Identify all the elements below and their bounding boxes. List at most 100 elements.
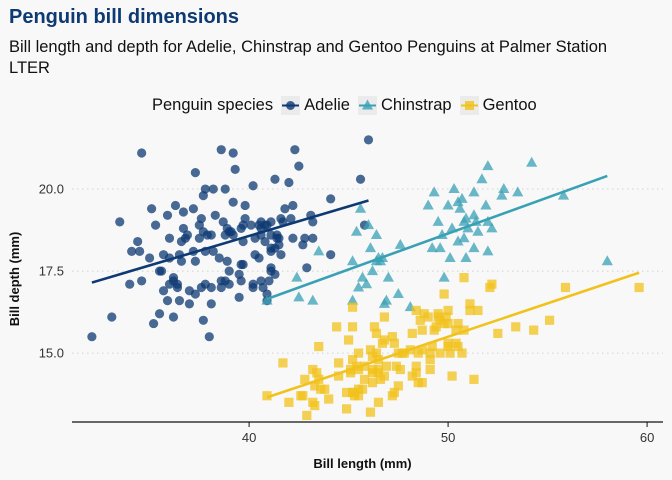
point-chinstrap [456, 192, 468, 203]
point-gentoo [544, 315, 555, 325]
point-gentoo [439, 289, 449, 299]
point-adelie [182, 230, 193, 240]
point-gentoo [425, 364, 435, 375]
point-gentoo [334, 358, 344, 368]
x-tick-label: 60 [640, 430, 654, 445]
point-adelie [355, 174, 366, 184]
point-chinstrap [438, 271, 450, 282]
point-chinstrap [261, 294, 273, 305]
point-gentoo [407, 328, 417, 339]
point-gentoo [441, 312, 451, 322]
point-chinstrap [366, 265, 379, 276]
point-chinstrap [354, 202, 367, 213]
point-gentoo [332, 322, 342, 332]
point-chinstrap [350, 225, 363, 236]
point-gentoo [387, 332, 397, 342]
point-gentoo [560, 282, 571, 293]
point-chinstrap [557, 189, 570, 200]
point-gentoo [353, 348, 364, 358]
point-chinstrap [352, 281, 365, 292]
point-gentoo [453, 341, 463, 352]
point-adelie [156, 266, 167, 276]
point-adelie [270, 269, 280, 279]
point-adelie [274, 240, 284, 250]
legend-title: Penguin species [152, 95, 274, 114]
point-gentoo [300, 374, 310, 384]
point-chinstrap [394, 238, 406, 249]
point-gentoo [365, 345, 376, 355]
point-gentoo [451, 325, 461, 335]
point-adelie [288, 233, 298, 243]
point-chinstrap [480, 199, 492, 210]
point-adelie [148, 318, 159, 329]
point-chinstrap [426, 242, 438, 253]
point-chinstrap [434, 242, 446, 253]
point-chinstrap [442, 199, 454, 210]
point-chinstrap [307, 294, 319, 305]
point-adelie [162, 296, 173, 306]
point-adelie [214, 253, 224, 263]
point-chinstrap [382, 271, 394, 282]
point-chinstrap [346, 294, 359, 305]
point-adelie [190, 256, 200, 266]
x-tick-label: 50 [441, 430, 455, 445]
legend-key-gentoo [459, 95, 479, 115]
point-gentoo [425, 348, 435, 358]
point-gentoo [347, 322, 358, 332]
legend-label-gentoo: Gentoo [482, 95, 537, 114]
point-gentoo [320, 384, 330, 394]
point-chinstrap [380, 294, 393, 305]
point-gentoo [343, 335, 354, 345]
point-gentoo [353, 391, 364, 401]
point-adelie [274, 233, 284, 243]
point-gentoo [379, 335, 390, 345]
point-gentoo [511, 322, 521, 332]
point-adelie [210, 210, 220, 220]
legend-label-adelie: Adelie [304, 95, 350, 114]
point-gentoo [399, 348, 409, 358]
x-tick-label: 40 [242, 430, 256, 445]
point-adelie [208, 184, 218, 194]
point-adelie [168, 312, 179, 322]
point-adelie [198, 315, 208, 325]
point-adelie [294, 161, 304, 171]
point-chinstrap [468, 186, 480, 197]
point-adelie [302, 263, 312, 273]
point-adelie [206, 282, 216, 293]
point-adelie [230, 164, 240, 174]
point-gentoo [359, 374, 370, 384]
point-adelie [115, 217, 125, 227]
point-chinstrap [356, 271, 369, 282]
point-chinstrap [458, 232, 470, 243]
point-gentoo [431, 322, 441, 332]
point-gentoo [423, 312, 433, 322]
point-chinstrap [496, 189, 508, 200]
legend-label-chinstrap: Chinstrap [380, 95, 452, 114]
point-gentoo [393, 381, 403, 391]
point-adelie [300, 233, 310, 243]
point-gentoo [469, 374, 479, 384]
point-chinstrap [482, 245, 494, 256]
legend-key-chinstrap [357, 95, 377, 115]
point-gentoo [284, 397, 294, 407]
point-adelie [133, 236, 143, 247]
point-gentoo [310, 381, 320, 391]
point-adelie [238, 259, 248, 270]
point-adelie [208, 246, 218, 256]
point-adelie [200, 184, 210, 194]
point-chinstrap [601, 255, 613, 266]
point-adelie [158, 286, 169, 296]
point-gentoo [445, 348, 455, 358]
point-adelie [246, 220, 256, 230]
point-gentoo [389, 387, 399, 398]
point-chinstrap [370, 228, 383, 239]
point-gentoo [324, 394, 334, 404]
point-adelie [204, 332, 214, 342]
point-gentoo [334, 371, 344, 381]
point-gentoo [443, 318, 453, 329]
point-adelie [164, 233, 175, 243]
point-chinstrap [360, 278, 373, 289]
point-gentoo [302, 410, 312, 421]
fit-line-chinstrap [266, 174, 608, 301]
point-gentoo [373, 397, 384, 407]
